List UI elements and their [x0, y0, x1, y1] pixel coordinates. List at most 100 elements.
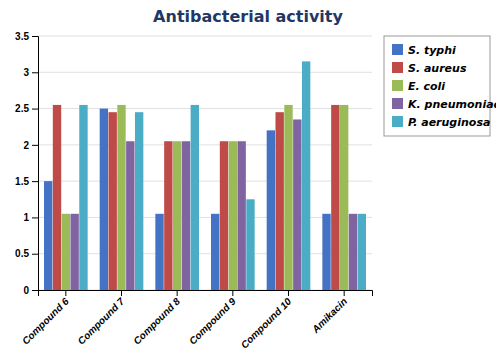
tick-label: Compound 6 [20, 295, 71, 346]
legend-swatch [392, 116, 403, 127]
grid-line [38, 253, 372, 254]
tick-mark [177, 290, 178, 296]
tick: 0 [23, 285, 38, 296]
tick-label: Compound 7 [75, 295, 126, 346]
bar [44, 181, 52, 290]
bar [358, 214, 366, 290]
bar [70, 214, 78, 290]
grid [38, 36, 372, 290]
bar [246, 199, 254, 290]
tick: Compound 10 [239, 290, 294, 351]
tick-label: Amikacin [309, 296, 349, 336]
bar [173, 141, 181, 290]
bar [302, 61, 310, 290]
bar [62, 214, 70, 290]
axis-line [32, 37, 39, 291]
grid-line [38, 36, 372, 37]
legend-frame [384, 36, 490, 136]
tick: 2 [23, 140, 38, 151]
bar [267, 130, 275, 290]
tick-label: 2.5 [15, 103, 29, 114]
tick-label: 3 [23, 67, 29, 78]
bar [229, 141, 237, 290]
chart: 00.511.522.533.5Compound 6Compound 7Comp… [0, 0, 496, 362]
tick-mark [32, 217, 38, 218]
bar [220, 141, 228, 290]
tick-mark [32, 72, 38, 73]
axis-line [39, 291, 373, 297]
legend-label: K. pneumoniae [408, 98, 496, 111]
grid-line [38, 144, 372, 145]
legend-item: P. aeruginosa [392, 116, 490, 129]
legend: S. typhi S. aureus E. coli K. pneumoniae P. … [384, 36, 496, 136]
legend-item: K. pneumoniae [392, 98, 496, 111]
bar [331, 105, 339, 290]
tick-mark [232, 290, 233, 296]
tick-label: 1.5 [15, 176, 29, 187]
bars [44, 61, 366, 290]
bar-series [79, 61, 366, 290]
legend-swatch [392, 44, 403, 55]
legend-swatch [392, 62, 403, 73]
tick-label: Compound 8 [131, 295, 182, 346]
tick-mark [288, 290, 289, 296]
bar [182, 141, 190, 290]
bar [100, 109, 108, 290]
bar [322, 214, 330, 290]
tick: Compound 9 [187, 290, 238, 347]
grid-line [38, 217, 372, 218]
tick-mark [32, 145, 38, 146]
x-axis: Compound 6Compound 7Compound 8Compound 9… [20, 290, 373, 351]
tick: Amikacin [309, 290, 349, 336]
bar [164, 141, 172, 290]
tick: 3.5 [15, 31, 38, 42]
legend-label: S. aureus [408, 62, 467, 75]
tick-mark [32, 181, 38, 182]
tick-mark [121, 290, 122, 296]
bar-series [53, 105, 340, 290]
legend-swatch [392, 80, 403, 91]
bar [155, 214, 163, 290]
bar [191, 105, 199, 290]
legend-item: S. typhi [392, 44, 456, 57]
bar [293, 119, 301, 290]
tick: Compound 7 [75, 290, 126, 347]
tick-label: 0.5 [15, 248, 29, 259]
bar [284, 105, 292, 290]
legend-label: E. coli [408, 80, 445, 93]
tick-mark [32, 290, 38, 291]
plot: 00.511.522.533.5Compound 6Compound 7Comp… [15, 31, 372, 351]
tick-label: 3.5 [15, 31, 29, 42]
tick-label: Compound 10 [239, 295, 294, 350]
bar [275, 112, 283, 290]
tick-label: 0 [23, 285, 29, 296]
bar-series [70, 119, 357, 290]
bar [349, 214, 357, 290]
tick-mark [32, 254, 38, 255]
y-axis: 0 0.5 1 1.5 2 2.5 3 3.5 [15, 31, 38, 296]
tick-mark [32, 36, 38, 37]
tick: 0.5 [15, 248, 38, 259]
bar [108, 112, 116, 290]
tick: 3 [23, 67, 38, 78]
legend-item: S. aureus [392, 62, 467, 75]
bar [79, 105, 87, 290]
tick: 1 [23, 212, 38, 223]
tick-label: 2 [23, 140, 29, 151]
grid-line [38, 181, 372, 182]
legend-label: S. typhi [408, 44, 456, 57]
grid-line [38, 72, 372, 73]
tick-mark [32, 109, 38, 110]
tick: Compound 8 [131, 290, 182, 347]
bar [135, 112, 143, 290]
bar [211, 214, 219, 290]
bar [126, 141, 134, 290]
legend-item: E. coli [392, 80, 445, 93]
legend-swatch [392, 98, 403, 109]
grid-line [38, 108, 372, 109]
title: Antibacterial activity [153, 7, 343, 26]
bar [237, 141, 245, 290]
bar [53, 105, 61, 290]
bar [117, 105, 125, 290]
tick: Compound 6 [20, 290, 71, 347]
